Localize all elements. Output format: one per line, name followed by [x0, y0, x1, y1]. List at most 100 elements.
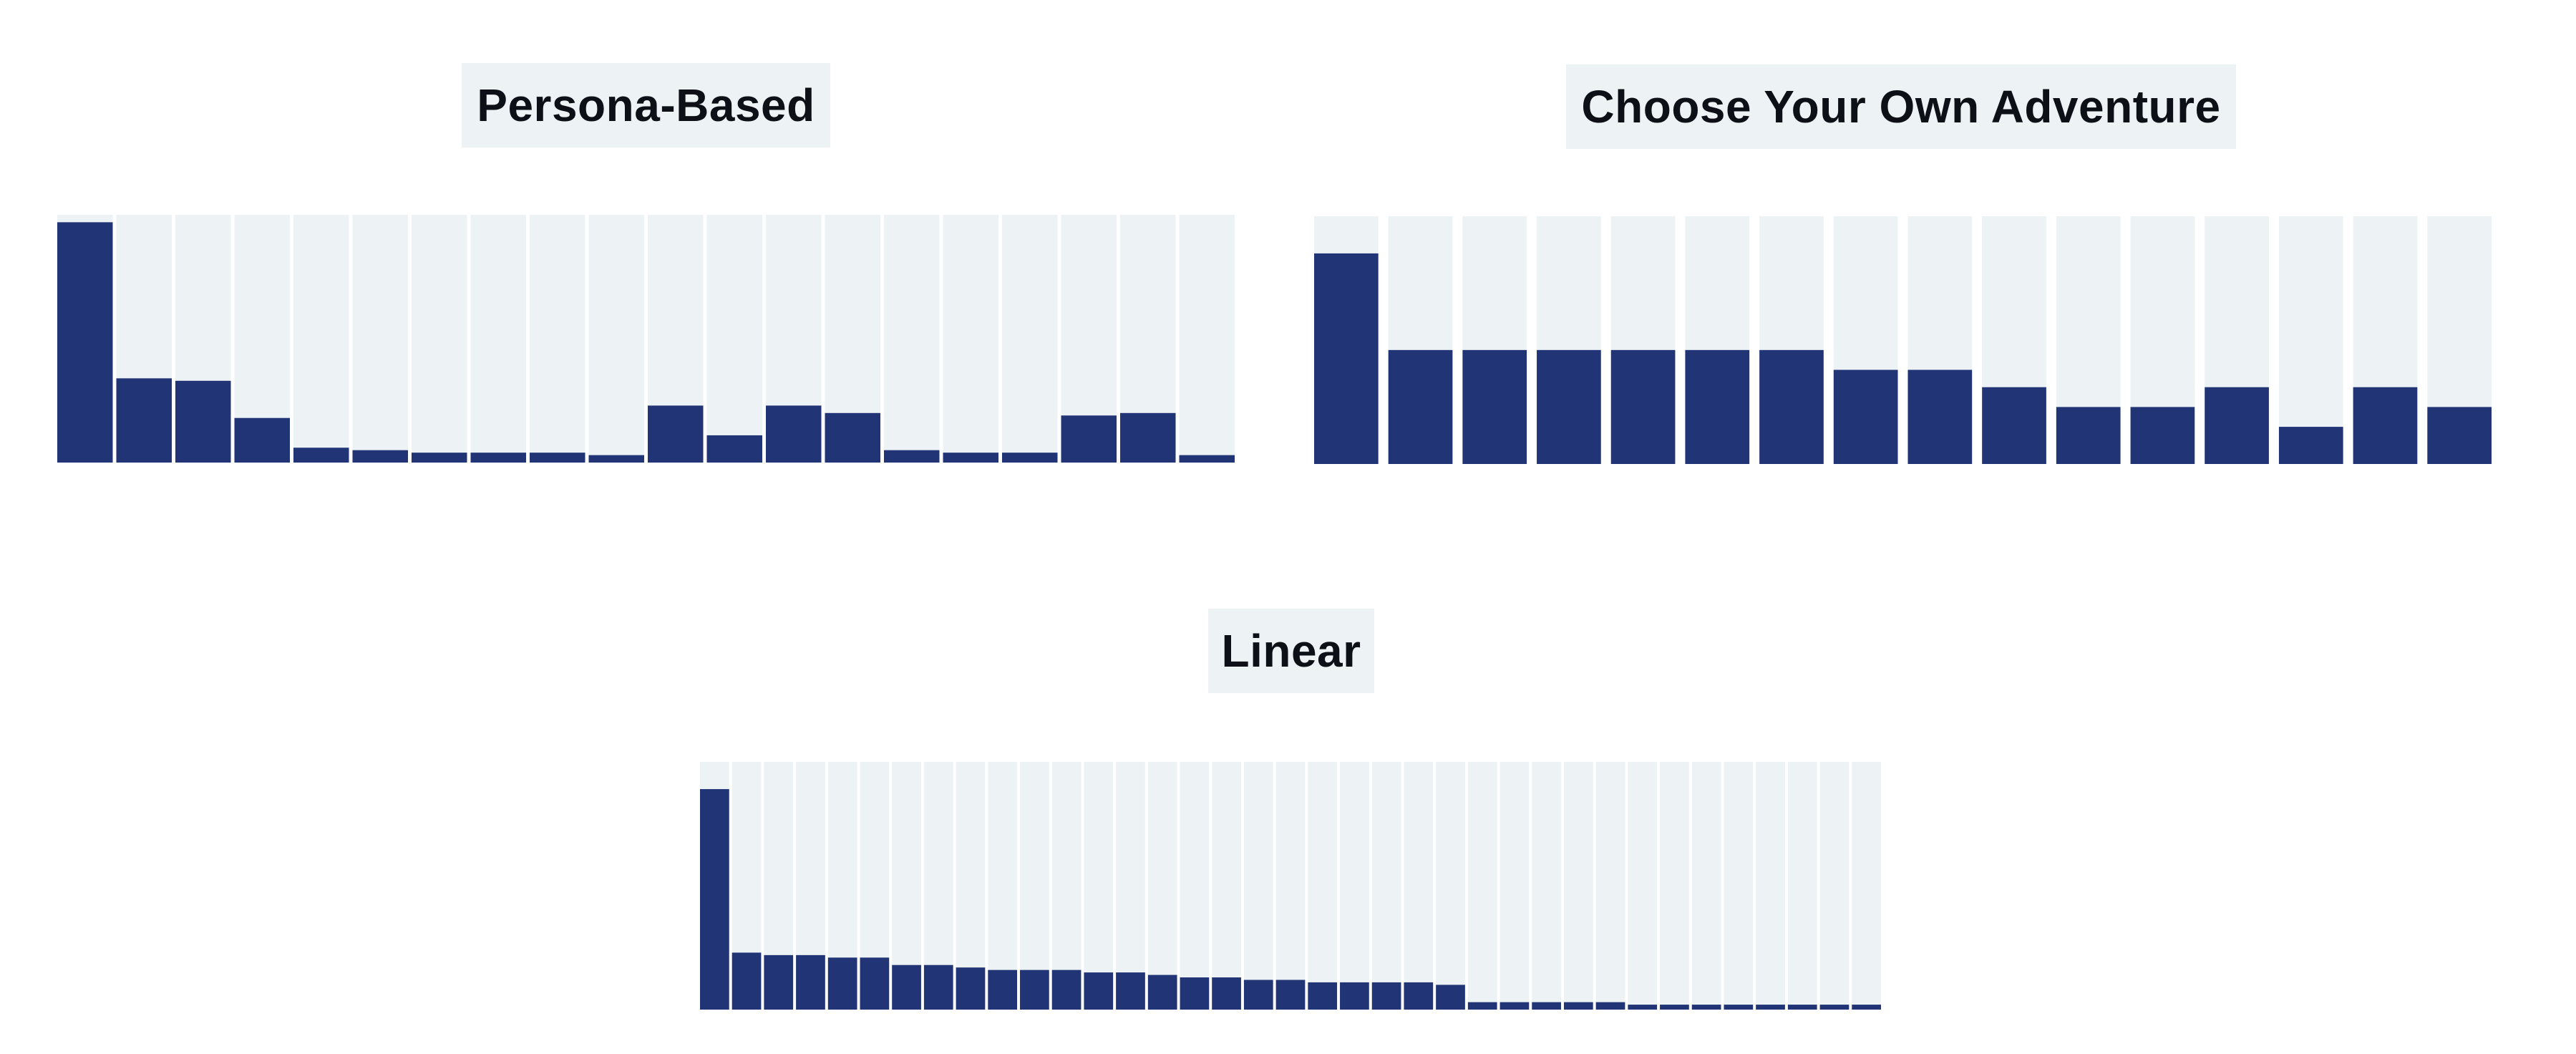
bar — [1756, 1005, 1785, 1010]
bar — [732, 952, 762, 1010]
bar — [470, 453, 526, 463]
choose-your-own-adventure-bar-chart — [1314, 216, 2492, 464]
bar — [1120, 412, 1176, 463]
bar — [1537, 349, 1601, 464]
bar — [57, 222, 113, 463]
bar — [1275, 980, 1306, 1010]
bar-track — [1084, 762, 1114, 1010]
bar-track — [1500, 762, 1530, 1010]
bar — [2056, 407, 2121, 464]
bar-track — [1275, 762, 1306, 1010]
bar-track — [1020, 762, 1049, 1010]
bar — [706, 435, 762, 463]
bar — [1051, 970, 1082, 1010]
bar — [884, 450, 940, 463]
bar-track — [2278, 216, 2343, 464]
bar — [1340, 982, 1369, 1010]
linear-bar-chart — [700, 762, 1881, 1010]
bar — [1180, 977, 1210, 1010]
bar — [988, 970, 1018, 1010]
bar — [293, 448, 349, 463]
bar — [1243, 980, 1273, 1010]
persona-based-bar-chart — [57, 215, 1235, 463]
bar — [2427, 407, 2492, 464]
bar-track — [1002, 215, 1058, 463]
bar — [796, 954, 825, 1010]
bar — [1500, 1002, 1530, 1010]
bar — [1852, 1005, 1881, 1010]
bar — [234, 417, 290, 463]
bar — [2205, 387, 2269, 464]
bar-track — [1436, 762, 1465, 1010]
bar — [700, 789, 729, 1010]
bar — [2278, 427, 2343, 464]
bar — [1179, 455, 1235, 463]
bar — [860, 957, 890, 1010]
bar-track — [293, 215, 349, 463]
bar-track — [1532, 762, 1561, 1010]
bar-track — [1467, 762, 1497, 1010]
bar — [956, 967, 986, 1010]
bar-track — [1691, 762, 1721, 1010]
bar-track — [1212, 762, 1241, 1010]
bar-track — [1308, 762, 1338, 1010]
bar — [1787, 1005, 1817, 1010]
bar — [1116, 972, 1145, 1010]
bar — [1084, 972, 1114, 1010]
bar — [1628, 1005, 1658, 1010]
bar — [2353, 387, 2418, 464]
bar-track — [988, 762, 1018, 1010]
bar — [892, 964, 921, 1010]
bar-track — [1660, 762, 1689, 1010]
bar — [1002, 453, 1058, 463]
bar-track — [1852, 762, 1881, 1010]
bar-track — [530, 215, 585, 463]
bar-track — [1371, 762, 1401, 1010]
bar-track — [706, 215, 762, 463]
bar-track — [588, 215, 644, 463]
bar-track — [1628, 762, 1658, 1010]
bar — [2130, 407, 2195, 464]
bar — [1759, 349, 1824, 464]
bar — [1467, 1002, 1497, 1010]
bar — [1982, 387, 2046, 464]
bar-track — [1180, 762, 1210, 1010]
bar — [175, 380, 231, 463]
bar — [116, 378, 172, 463]
bar-track — [1116, 762, 1145, 1010]
chart-title-linear: Linear — [1208, 609, 1374, 693]
bar-track — [1051, 762, 1082, 1010]
bar — [1532, 1002, 1561, 1010]
chart-title-persona-based: Persona-Based — [462, 63, 830, 148]
bar — [1308, 982, 1338, 1010]
bar — [827, 957, 857, 1010]
bar-track — [470, 215, 526, 463]
bar — [1685, 349, 1750, 464]
bar — [764, 954, 794, 1010]
bar — [1436, 985, 1465, 1010]
bar — [412, 453, 467, 463]
bar-track — [412, 215, 467, 463]
bar — [1819, 1005, 1850, 1010]
bar — [1314, 253, 1379, 464]
bar — [530, 453, 585, 463]
bar — [1907, 369, 1973, 464]
bar-track — [1756, 762, 1785, 1010]
bar — [1610, 349, 1676, 464]
bar — [1724, 1005, 1754, 1010]
bar — [1691, 1005, 1721, 1010]
bar — [825, 412, 880, 463]
bar-track — [1340, 762, 1369, 1010]
bar — [766, 405, 822, 463]
bar — [1061, 415, 1117, 463]
bar-track — [1404, 762, 1434, 1010]
bar — [1563, 1002, 1593, 1010]
bar — [588, 455, 644, 463]
bar — [1147, 975, 1177, 1010]
bar — [648, 405, 704, 463]
bar — [1020, 970, 1049, 1010]
bar — [1388, 349, 1453, 464]
bar-track — [1179, 215, 1235, 463]
bar-track — [1819, 762, 1850, 1010]
chart-title-choose-your-own-adventure: Choose Your Own Adventure — [1566, 64, 2236, 149]
